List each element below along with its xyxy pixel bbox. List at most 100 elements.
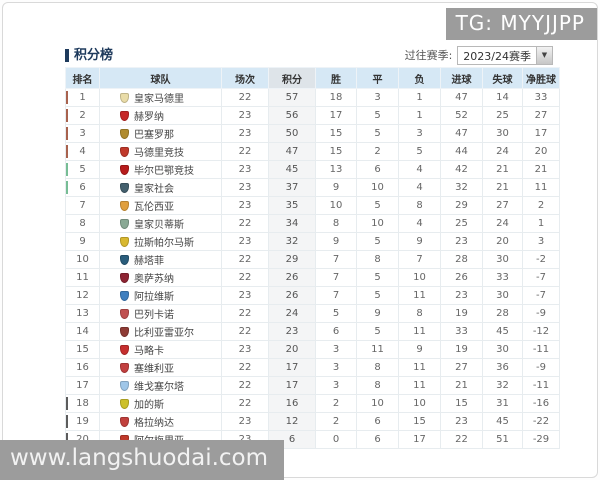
loss-cell: 3 <box>398 124 441 143</box>
points-cell: 26 <box>268 268 316 287</box>
goal-diff-cell: -2 <box>522 250 560 269</box>
win-cell: 13 <box>315 160 357 179</box>
win-cell: 15 <box>315 124 357 143</box>
team-crest-icon <box>120 254 129 265</box>
played-cell: 23 <box>221 232 269 251</box>
team-cell: 皇家马德里 <box>99 88 222 107</box>
played-cell: 23 <box>221 178 269 197</box>
goals-for-cell: 21 <box>440 376 483 395</box>
team-cell: 比利亚雷亚尔 <box>99 322 222 341</box>
team-name: 阿拉维斯 <box>134 292 174 303</box>
played-cell: 23 <box>221 106 269 125</box>
team-crest-icon <box>120 110 129 121</box>
draw-cell: 3 <box>356 88 399 107</box>
goal-diff-cell: 11 <box>522 178 560 197</box>
team-crest-icon <box>120 416 129 427</box>
rank-cell: 8 <box>65 214 100 233</box>
chevron-down-icon[interactable]: ▼ <box>536 46 552 64</box>
table-row: 3 巴塞罗那 23 50 15 5 3 47 30 17 <box>65 124 560 143</box>
team-crest-icon <box>120 398 129 409</box>
team-crest-icon <box>120 164 129 175</box>
zone-bar <box>66 343 68 356</box>
goals-against-cell: 36 <box>482 358 523 377</box>
goal-diff-cell: -7 <box>522 286 560 305</box>
played-cell: 23 <box>221 124 269 143</box>
goals-against-cell: 24 <box>482 142 523 161</box>
team-cell: 马略卡 <box>99 340 222 359</box>
draw-cell: 5 <box>356 322 399 341</box>
points-cell: 57 <box>268 88 316 107</box>
goal-diff-cell: -9 <box>522 358 560 377</box>
goals-against-cell: 45 <box>482 322 523 341</box>
column-header: 进球 <box>440 67 483 89</box>
goal-diff-cell: -9 <box>522 304 560 323</box>
draw-cell: 10 <box>356 178 399 197</box>
goals-for-cell: 33 <box>440 322 483 341</box>
rank-cell: 14 <box>65 322 100 341</box>
team-crest-icon <box>120 182 129 193</box>
draw-cell: 6 <box>356 160 399 179</box>
goal-diff-cell: -11 <box>522 376 560 395</box>
goals-against-cell: 30 <box>482 340 523 359</box>
season-dropdown-value: 2023/24赛季 <box>463 49 531 63</box>
season-filter: 过往赛季: 2023/24赛季 ▼ <box>405 45 553 65</box>
goal-diff-cell: -29 <box>522 430 560 449</box>
rank-cell: 11 <box>65 268 100 287</box>
team-name: 巴列卡诺 <box>134 310 174 321</box>
season-dropdown[interactable]: 2023/24赛季 ▼ <box>457 45 553 65</box>
rank-cell: 19 <box>65 412 100 431</box>
rank-cell: 12 <box>65 286 100 305</box>
goals-for-cell: 25 <box>440 214 483 233</box>
draw-cell: 11 <box>356 340 399 359</box>
points-cell: 20 <box>268 340 316 359</box>
goal-diff-cell: 27 <box>522 106 560 125</box>
points-cell: 45 <box>268 160 316 179</box>
loss-cell: 10 <box>398 268 441 287</box>
goals-for-cell: 15 <box>440 394 483 413</box>
win-cell: 6 <box>315 322 357 341</box>
loss-cell: 15 <box>398 412 441 431</box>
zone-bar <box>66 145 68 158</box>
goals-against-cell: 20 <box>482 232 523 251</box>
loss-cell: 1 <box>398 106 441 125</box>
draw-cell: 8 <box>356 250 399 269</box>
loss-cell: 4 <box>398 214 441 233</box>
loss-cell: 4 <box>398 160 441 179</box>
table-row: 16 塞维利亚 22 17 3 8 11 27 36 -9 <box>65 358 560 377</box>
goals-against-cell: 45 <box>482 412 523 431</box>
played-cell: 22 <box>221 322 269 341</box>
draw-cell: 5 <box>356 106 399 125</box>
draw-cell: 6 <box>356 430 399 449</box>
column-header: 失球 <box>482 67 523 89</box>
goal-diff-cell: 3 <box>522 232 560 251</box>
draw-cell: 2 <box>356 142 399 161</box>
team-cell: 赫塔菲 <box>99 250 222 269</box>
table-row: 2 赫罗纳 23 56 17 5 1 52 25 27 <box>65 106 560 125</box>
rank-cell: 17 <box>65 376 100 395</box>
played-cell: 22 <box>221 304 269 323</box>
zone-bar <box>66 289 68 302</box>
played-cell: 23 <box>221 412 269 431</box>
played-cell: 22 <box>221 376 269 395</box>
loss-cell: 11 <box>398 286 441 305</box>
rank-cell: 10 <box>65 250 100 269</box>
loss-cell: 11 <box>398 376 441 395</box>
draw-cell: 8 <box>356 358 399 377</box>
goals-for-cell: 23 <box>440 412 483 431</box>
team-name: 巴塞罗那 <box>134 130 174 141</box>
goals-against-cell: 28 <box>482 304 523 323</box>
team-cell: 赫罗纳 <box>99 106 222 125</box>
loss-cell: 10 <box>398 394 441 413</box>
loss-cell: 5 <box>398 142 441 161</box>
rank-cell: 13 <box>65 304 100 323</box>
rank-cell: 18 <box>65 394 100 413</box>
goals-for-cell: 47 <box>440 124 483 143</box>
zone-bar <box>66 415 68 428</box>
played-cell: 22 <box>221 214 269 233</box>
table-row: 5 毕尔巴鄂竞技 23 45 13 6 4 42 21 21 <box>65 160 560 179</box>
goal-diff-cell: 2 <box>522 196 560 215</box>
goals-for-cell: 44 <box>440 142 483 161</box>
goals-for-cell: 26 <box>440 268 483 287</box>
points-cell: 32 <box>268 232 316 251</box>
